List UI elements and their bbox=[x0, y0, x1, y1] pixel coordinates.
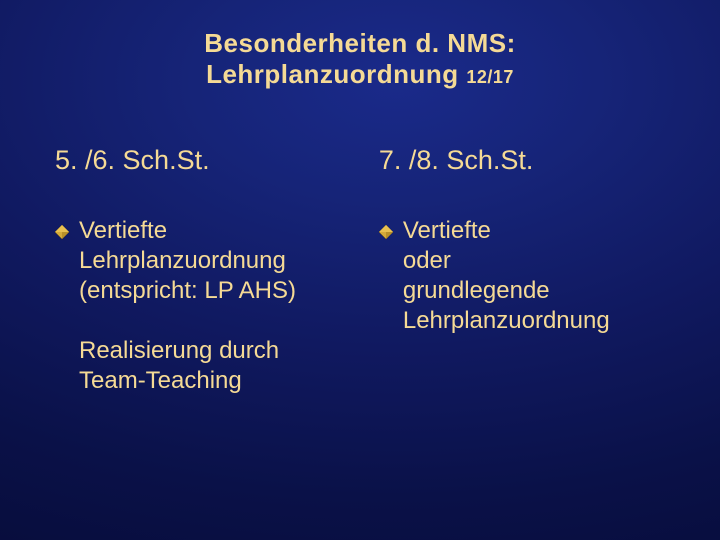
para2: Realisierung durch Team-Teaching bbox=[79, 336, 379, 396]
bullet-icon bbox=[379, 225, 393, 239]
text-line: Vertiefte bbox=[79, 217, 167, 244]
bullet-icon bbox=[55, 225, 69, 239]
list-item: Vertiefte Lehrplanzuordnung bbox=[55, 216, 379, 276]
title-line-1: Besonderheiten d. NMS: bbox=[204, 28, 515, 58]
bullet-text: Vertiefte bbox=[403, 216, 491, 246]
text-line: oder bbox=[403, 246, 690, 276]
bullet-text: Vertiefte Lehrplanzuordnung bbox=[79, 216, 286, 276]
right-header: 7. /8. Sch.St. bbox=[379, 145, 690, 176]
left-column: 5. /6. Sch.St. Vertiefte Lehrplanzuordnu… bbox=[55, 145, 379, 396]
text-line: Realisierung durch bbox=[79, 337, 279, 364]
slide: Besonderheiten d. NMS: Lehrplanzuordnung… bbox=[0, 0, 720, 540]
left-header: 5. /6. Sch.St. bbox=[55, 145, 379, 176]
left-body: Vertiefte Lehrplanzuordnung (entspricht:… bbox=[55, 216, 379, 396]
text-line: Team-Teaching bbox=[79, 367, 242, 394]
right-column: 7. /8. Sch.St. Vertiefte oder g bbox=[379, 145, 690, 396]
text-line: Lehrplanzuordnung bbox=[403, 306, 690, 336]
list-item: Vertiefte bbox=[379, 216, 690, 246]
page-indicator: 12/17 bbox=[466, 67, 514, 87]
slide-title: Besonderheiten d. NMS: Lehrplanzuordnung… bbox=[0, 28, 720, 90]
title-line-2: Lehrplanzuordnung bbox=[206, 59, 459, 89]
text-line: Vertiefte bbox=[403, 217, 491, 244]
text-line: grundlegende bbox=[403, 276, 690, 306]
paren-line: (entspricht: LP AHS) bbox=[79, 276, 379, 306]
text-line: Lehrplanzuordnung bbox=[79, 247, 286, 274]
content-columns: 5. /6. Sch.St. Vertiefte Lehrplanzuordnu… bbox=[55, 145, 690, 396]
right-body: Vertiefte oder grundlegende Lehrplanzuor… bbox=[379, 216, 690, 336]
